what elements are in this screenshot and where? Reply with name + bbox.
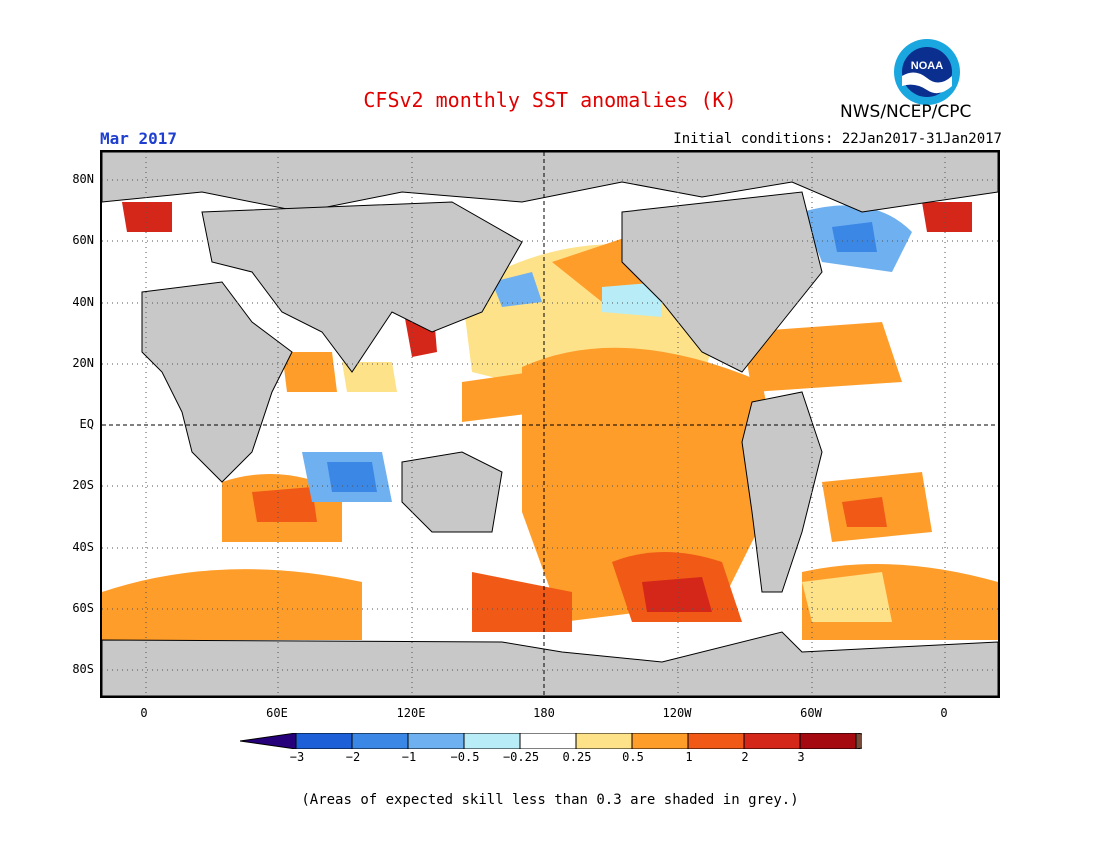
lat-label: 40N [72,295,94,309]
organization-label: NWS/NCEP/CPC [840,102,972,122]
colorbar-label: 0.5 [622,750,644,764]
colorbar-cell [240,733,297,749]
initial-conditions-label: Initial conditions: 22Jan2017-31Jan2017 [673,131,1002,147]
colorbar-cell [799,733,857,749]
colorbar-label: −0.5 [450,750,480,764]
noaa-logo-icon: NOAA [894,39,960,105]
skill-footnote: (Areas of expected skill less than 0.3 a… [301,792,799,808]
noaa-logo-text: NOAA [911,60,943,72]
lon-label: 180 [533,706,555,720]
lon-label: 0 [140,706,148,720]
colorbar-label: 2 [741,750,749,764]
colorbar-label: 1 [685,750,693,764]
lat-label: 60S [72,601,94,615]
colorbar-cell [687,733,745,749]
lon-label: 120E [396,706,426,720]
colorbar-cell [855,733,862,749]
lat-label: 80N [72,172,94,186]
colorbar-cell [519,733,577,749]
lon-label: 60E [266,706,288,720]
land-masses [102,152,998,696]
valid-month-label: Mar 2017 [100,129,178,148]
colorbar [240,733,862,749]
colorbar-cell [575,733,633,749]
lat-label: 60N [72,233,94,247]
colorbar-cell [463,733,521,749]
colorbar-cell [631,733,689,749]
colorbar-label: −3 [289,750,305,764]
colorbar-label: −1 [401,750,417,764]
colorbar-cell [351,733,409,749]
colorbar-label: 3 [797,750,805,764]
colorbar-cell [743,733,801,749]
colorbar-cell [295,733,353,749]
lat-label: EQ [79,417,94,431]
lat-label: 20N [72,356,94,370]
lat-label: 20S [72,478,94,492]
colorbar-label: −0.25 [502,750,540,764]
sst-anomaly-map [100,150,1000,698]
colorbar-label: −2 [345,750,361,764]
lon-label: 60W [800,706,822,720]
lat-label: 80S [72,662,94,676]
map-title: CFSv2 monthly SST anomalies (K) [363,88,737,112]
colorbar-label: 0.25 [562,750,592,764]
map-canvas [102,152,998,696]
lat-label: 40S [72,540,94,554]
lon-label: 120W [662,706,692,720]
lon-label: 0 [940,706,948,720]
colorbar-cell [407,733,465,749]
